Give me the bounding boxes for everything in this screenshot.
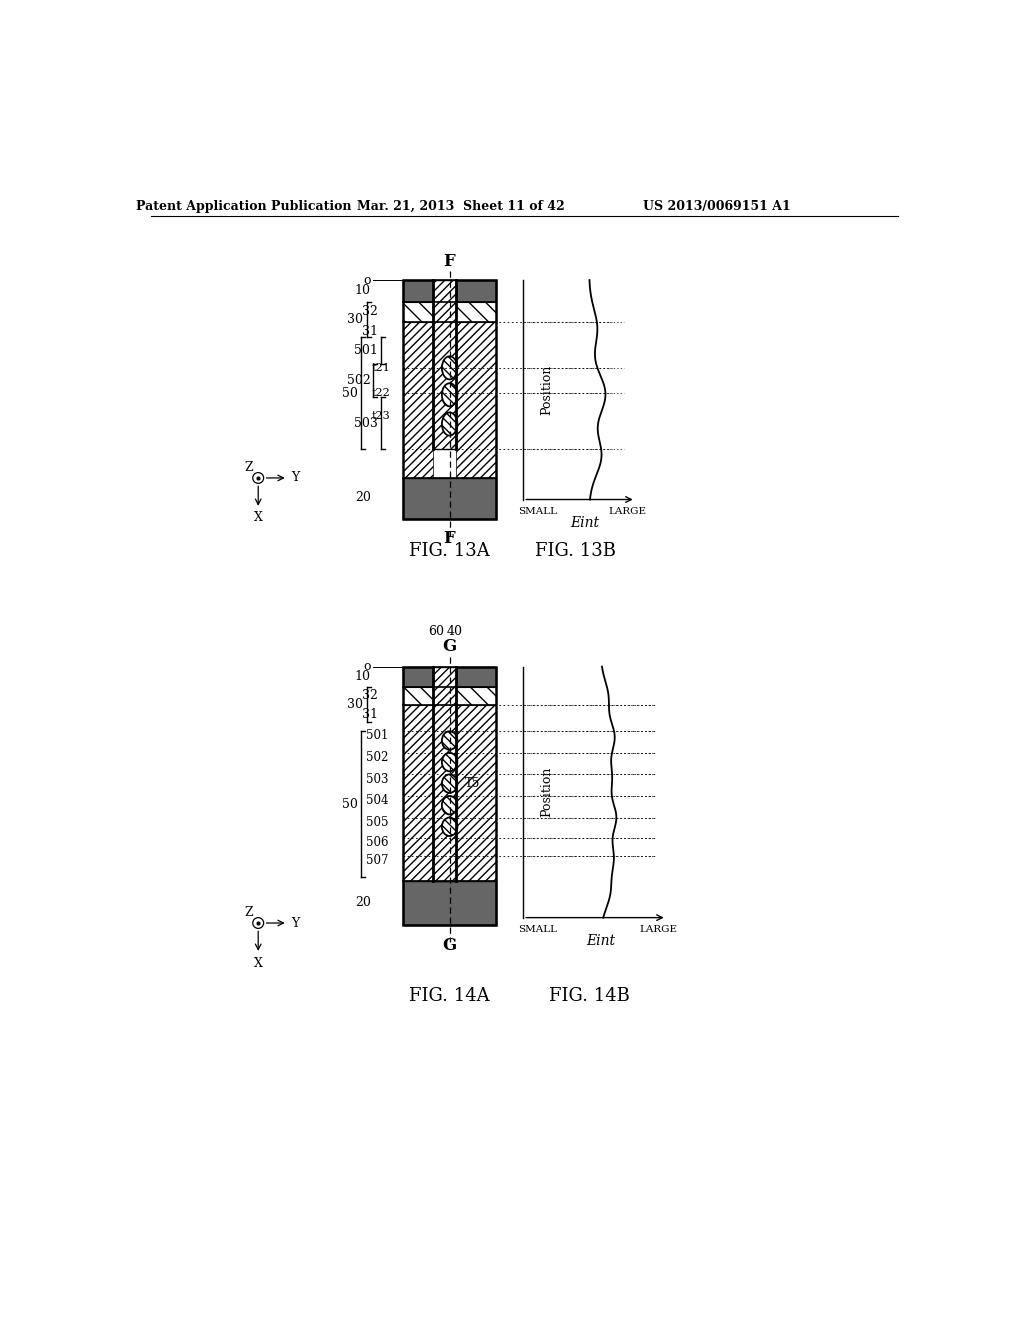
Text: 32: 32 — [362, 689, 378, 702]
Text: SMALL: SMALL — [518, 925, 557, 935]
Text: 506: 506 — [366, 836, 388, 849]
Text: Eint: Eint — [570, 516, 600, 529]
Text: Z: Z — [245, 906, 253, 919]
Polygon shape — [403, 302, 496, 322]
Text: 502: 502 — [366, 751, 388, 764]
Text: Y: Y — [291, 916, 300, 929]
Polygon shape — [456, 667, 496, 925]
Text: 502: 502 — [347, 374, 371, 387]
Text: LARGE: LARGE — [640, 925, 678, 935]
Polygon shape — [403, 478, 496, 519]
Text: Mar. 21, 2013  Sheet 11 of 42: Mar. 21, 2013 Sheet 11 of 42 — [357, 199, 565, 213]
Text: 10: 10 — [354, 671, 371, 684]
Polygon shape — [456, 280, 496, 519]
Text: X: X — [254, 957, 262, 970]
Text: G: G — [442, 638, 457, 655]
Polygon shape — [403, 686, 496, 705]
Text: 503: 503 — [354, 417, 378, 430]
Ellipse shape — [442, 752, 458, 771]
Text: 504: 504 — [366, 795, 388, 807]
Text: 20: 20 — [354, 491, 371, 504]
Text: 503: 503 — [366, 772, 388, 785]
Text: F: F — [443, 253, 456, 271]
Text: t22: t22 — [371, 388, 390, 399]
Text: 501: 501 — [354, 345, 378, 356]
Ellipse shape — [442, 796, 458, 814]
Polygon shape — [403, 280, 496, 302]
Polygon shape — [403, 280, 432, 519]
Ellipse shape — [442, 817, 458, 836]
Text: 20: 20 — [354, 896, 371, 908]
Polygon shape — [432, 280, 456, 449]
Text: LARGE: LARGE — [609, 507, 647, 516]
Ellipse shape — [442, 412, 458, 436]
Text: FIG. 14B: FIG. 14B — [549, 987, 630, 1005]
Text: 40: 40 — [446, 624, 462, 638]
Text: o: o — [364, 273, 371, 286]
Text: o: o — [364, 660, 371, 673]
Text: F: F — [443, 531, 456, 548]
Text: T5: T5 — [465, 777, 480, 791]
Polygon shape — [403, 667, 496, 686]
Text: 31: 31 — [362, 708, 378, 721]
Polygon shape — [403, 880, 496, 925]
Text: FIG. 13A: FIG. 13A — [410, 543, 490, 560]
Text: 507: 507 — [366, 854, 388, 867]
Ellipse shape — [442, 356, 458, 379]
Ellipse shape — [442, 731, 458, 750]
Text: Y: Y — [291, 471, 300, 484]
Text: US 2013/0069151 A1: US 2013/0069151 A1 — [643, 199, 791, 213]
Text: 60: 60 — [428, 624, 443, 638]
Text: Z: Z — [245, 461, 253, 474]
Text: 32: 32 — [362, 305, 378, 318]
Ellipse shape — [442, 775, 458, 793]
Text: X: X — [254, 511, 262, 524]
Text: 10: 10 — [354, 284, 371, 297]
Text: FIG. 13B: FIG. 13B — [536, 543, 616, 560]
Text: t21: t21 — [371, 363, 390, 372]
Text: 50: 50 — [342, 387, 357, 400]
Text: 505: 505 — [366, 816, 388, 829]
Text: FIG. 14A: FIG. 14A — [410, 987, 489, 1005]
Text: Position: Position — [540, 767, 553, 817]
Text: G: G — [442, 937, 457, 954]
Text: Position: Position — [540, 364, 553, 414]
Text: Patent Application Publication: Patent Application Publication — [136, 199, 352, 213]
Text: 31: 31 — [362, 325, 378, 338]
Text: 50: 50 — [342, 797, 357, 810]
Text: Eint: Eint — [586, 933, 615, 948]
Ellipse shape — [442, 383, 458, 407]
Text: 501: 501 — [366, 730, 388, 742]
Text: 30: 30 — [347, 698, 362, 711]
Polygon shape — [403, 667, 432, 925]
Text: SMALL: SMALL — [518, 507, 557, 516]
Text: 30: 30 — [347, 313, 362, 326]
Polygon shape — [432, 667, 456, 880]
Text: t23: t23 — [371, 412, 390, 421]
